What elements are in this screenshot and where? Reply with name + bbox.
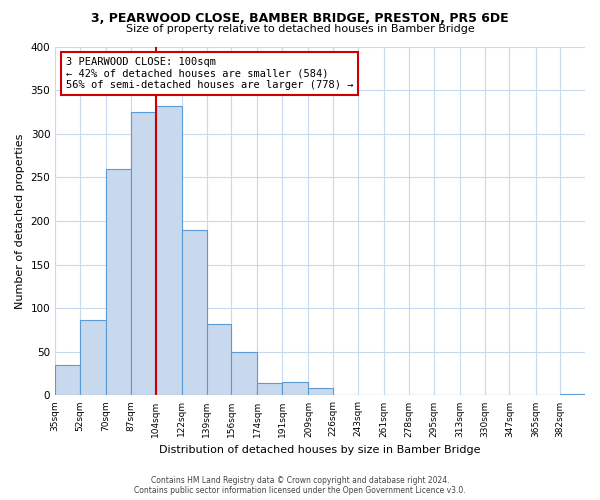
Bar <box>257 383 282 396</box>
Bar <box>55 365 80 396</box>
Bar <box>231 352 257 396</box>
Bar <box>155 106 182 396</box>
Bar <box>80 320 106 396</box>
Bar <box>560 394 585 396</box>
Text: 3, PEARWOOD CLOSE, BAMBER BRIDGE, PRESTON, PR5 6DE: 3, PEARWOOD CLOSE, BAMBER BRIDGE, PRESTO… <box>91 12 509 26</box>
Bar <box>131 112 155 396</box>
Y-axis label: Number of detached properties: Number of detached properties <box>15 134 25 308</box>
Bar <box>308 388 333 396</box>
Bar <box>333 394 358 396</box>
Text: Size of property relative to detached houses in Bamber Bridge: Size of property relative to detached ho… <box>125 24 475 34</box>
Bar <box>206 324 231 396</box>
Bar <box>182 230 206 396</box>
Bar <box>282 382 308 396</box>
Text: 3 PEARWOOD CLOSE: 100sqm
← 42% of detached houses are smaller (584)
56% of semi-: 3 PEARWOOD CLOSE: 100sqm ← 42% of detach… <box>66 57 353 90</box>
X-axis label: Distribution of detached houses by size in Bamber Bridge: Distribution of detached houses by size … <box>160 445 481 455</box>
Bar <box>106 168 131 396</box>
Text: Contains HM Land Registry data © Crown copyright and database right 2024.
Contai: Contains HM Land Registry data © Crown c… <box>134 476 466 495</box>
